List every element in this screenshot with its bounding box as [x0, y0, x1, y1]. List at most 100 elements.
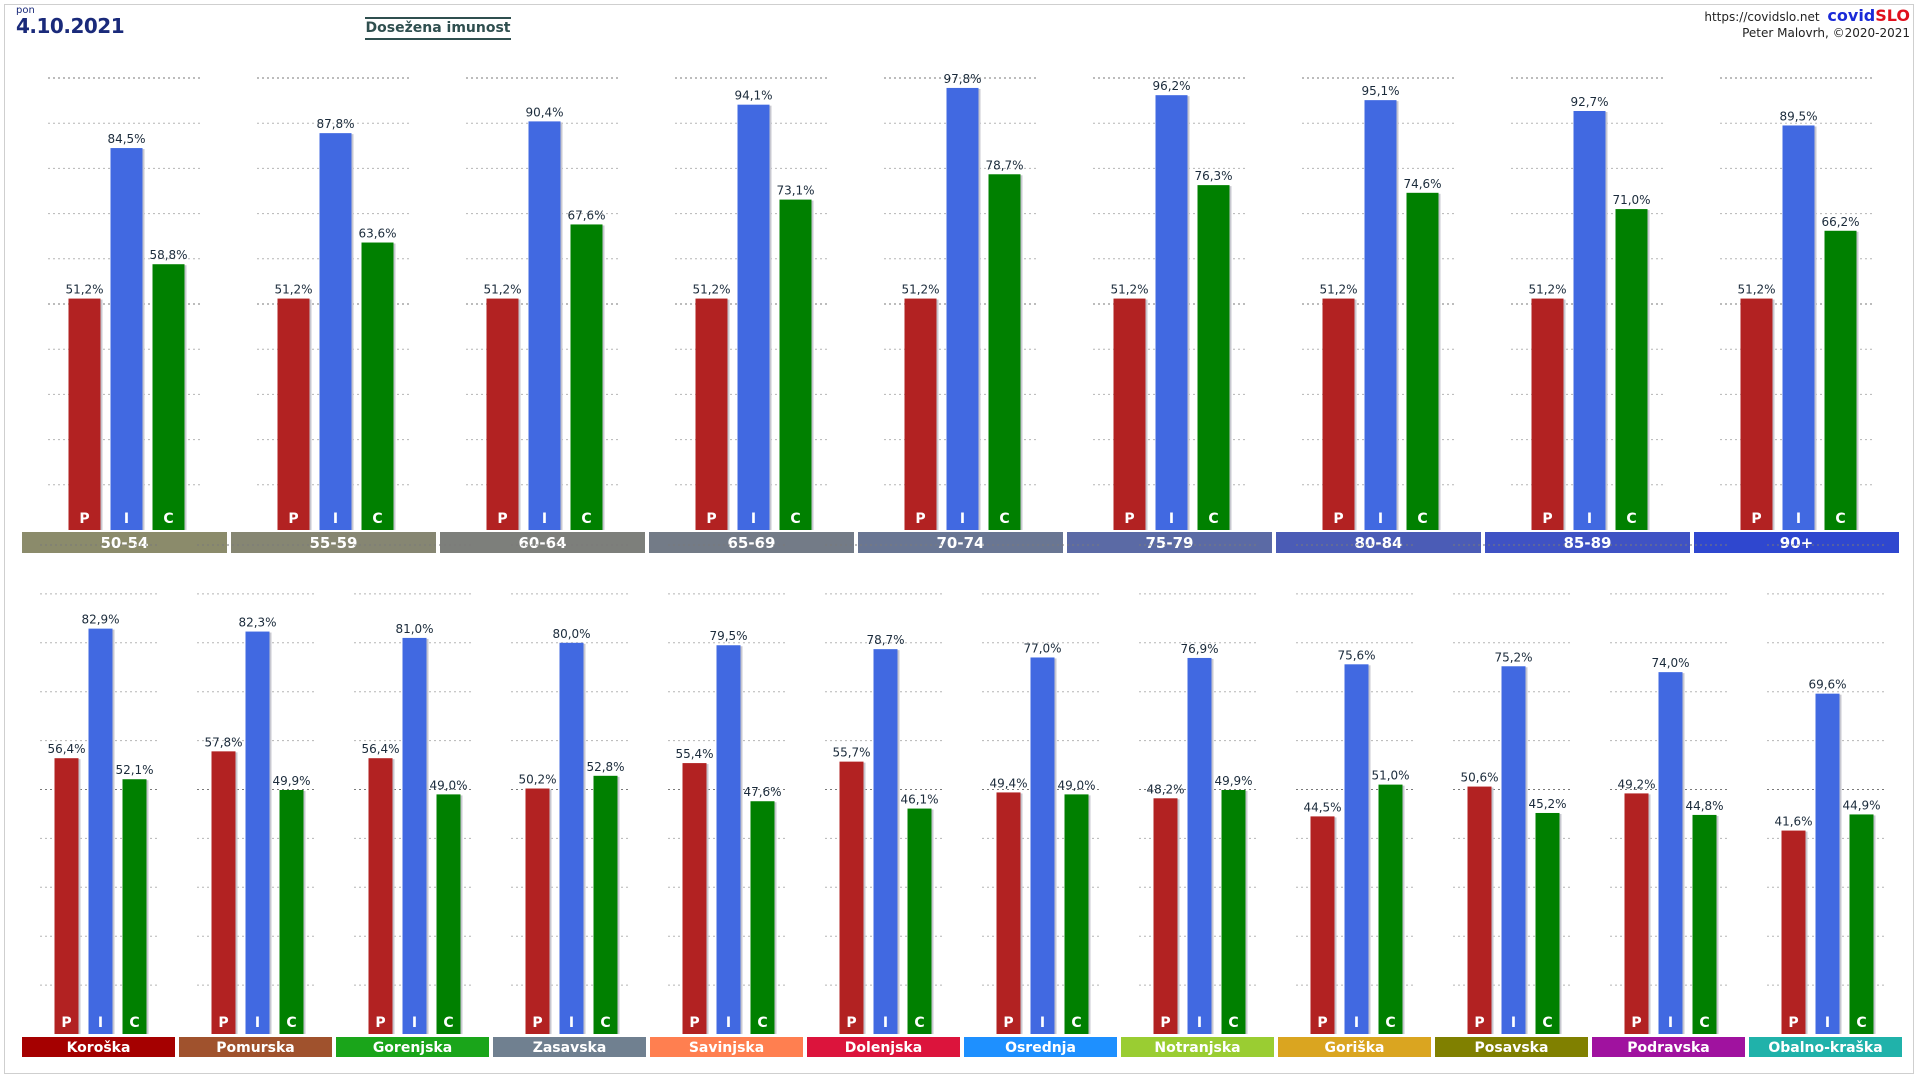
- data-label: 74,0%: [1651, 656, 1689, 670]
- bar-letter: I: [960, 511, 965, 527]
- bar-letter: I: [1825, 1015, 1830, 1031]
- category-label: Pomurska: [216, 1040, 294, 1056]
- data-label: 82,3%: [238, 616, 276, 630]
- data-label: 55,4%: [675, 747, 713, 761]
- bar-P: [277, 298, 310, 530]
- category-group: 56,4% P 82,9% I 52,1% C Koroška: [22, 544, 175, 1057]
- bar-letter: I: [1378, 511, 1383, 527]
- data-label: 57,8%: [204, 735, 242, 749]
- bar-letter: P: [1788, 1015, 1798, 1031]
- data-label: 50,2%: [518, 773, 556, 787]
- data-label: 51,2%: [274, 283, 312, 297]
- bar-P: [1624, 793, 1649, 1034]
- bar-P: [682, 763, 707, 1034]
- bar-letter: C: [129, 1015, 139, 1031]
- bar-letter: C: [581, 511, 591, 527]
- category-label-box: [231, 532, 436, 553]
- bar-P: [211, 751, 236, 1034]
- source-url[interactable]: https://covidslo.net: [1704, 10, 1820, 24]
- category-group: 41,6% P 69,6% I 44,9% C Obalno-kraška: [1749, 544, 1902, 1057]
- category-label: Goriška: [1325, 1040, 1385, 1056]
- data-label: 78,7%: [985, 158, 1023, 172]
- bar-letter: C: [1417, 511, 1427, 527]
- data-label: 49,9%: [272, 774, 310, 788]
- data-label: 71,0%: [1612, 193, 1650, 207]
- bar-letter: I: [1587, 511, 1592, 527]
- data-label: 76,9%: [1180, 642, 1218, 656]
- category-label-box: [1694, 532, 1899, 553]
- bar-letter: P: [1160, 1015, 1170, 1031]
- bar-letter: P: [915, 511, 925, 527]
- category-label: Dolenjska: [845, 1040, 922, 1056]
- category-group: 55,4% P 79,5% I 47,6% C Savinjska: [650, 544, 803, 1057]
- data-label: 78,7%: [866, 633, 904, 647]
- data-label: 75,6%: [1337, 648, 1375, 662]
- category-group: 51,2% P 94,1% I 73,1% C 65-69: [649, 77, 854, 553]
- category-label-box: [179, 1037, 332, 1057]
- bar-letter: I: [333, 511, 338, 527]
- bar-C: [1535, 812, 1560, 1034]
- data-label: 97,8%: [943, 72, 981, 86]
- bar-letter: C: [1626, 511, 1636, 527]
- category-group: 50,2% P 80,0% I 52,8% C Zasavska: [493, 544, 646, 1057]
- bar-letter: I: [569, 1015, 574, 1031]
- data-label: 51,0%: [1371, 769, 1409, 783]
- bar-letter: C: [1385, 1015, 1395, 1031]
- bar-letter: C: [1835, 511, 1845, 527]
- data-label: 56,4%: [47, 742, 85, 756]
- day-label: pon: [16, 5, 35, 16]
- bar-I: [88, 628, 113, 1034]
- bar-P: [996, 792, 1021, 1034]
- bar-C: [1615, 209, 1648, 530]
- data-label: 51,2%: [1737, 283, 1775, 297]
- data-label: 96,2%: [1152, 79, 1190, 93]
- bar-I: [737, 104, 770, 530]
- category-label: 85-89: [1564, 534, 1612, 552]
- category-label-box: [22, 1037, 175, 1057]
- source-line: https://covidslo.net covidSLO: [1704, 6, 1910, 25]
- category-group: 50,6% P 75,2% I 45,2% C Posavska: [1435, 544, 1588, 1057]
- bar-C: [122, 779, 147, 1034]
- category-group: 51,2% P 97,8% I 78,7% C 70-74: [858, 72, 1063, 553]
- data-label: 48,2%: [1146, 782, 1184, 796]
- bar-letter: C: [1228, 1015, 1238, 1031]
- bar-letter: I: [1197, 1015, 1202, 1031]
- bar-letter: I: [1511, 1015, 1516, 1031]
- data-label: 52,1%: [115, 763, 153, 777]
- bar-C: [1849, 814, 1874, 1034]
- category-label: 60-64: [519, 534, 567, 552]
- category-group: 49,2% P 74,0% I 44,8% C Podravska: [1592, 544, 1745, 1057]
- bar-I: [110, 148, 143, 530]
- bar-letter: P: [1631, 1015, 1641, 1031]
- data-label: 49,2%: [1617, 777, 1655, 791]
- bar-letter: P: [706, 511, 716, 527]
- bar-I: [1187, 657, 1212, 1034]
- bar-P: [1781, 830, 1806, 1034]
- data-label: 51,2%: [692, 283, 730, 297]
- bar-letter: I: [124, 511, 129, 527]
- bar-I: [528, 121, 561, 530]
- category-label: 70-74: [937, 534, 985, 552]
- data-label: 52,8%: [586, 760, 624, 774]
- bar-C: [988, 174, 1021, 530]
- bar-letter: P: [1333, 511, 1343, 527]
- bar-letter: I: [883, 1015, 888, 1031]
- data-label: 51,2%: [65, 283, 103, 297]
- bar-letter: C: [1208, 511, 1218, 527]
- category-label: 80-84: [1355, 534, 1403, 552]
- data-label: 45,2%: [1528, 797, 1566, 811]
- bar-C: [1197, 185, 1230, 530]
- data-label: 51,2%: [1528, 283, 1566, 297]
- category-label: Notranjska: [1154, 1040, 1240, 1056]
- data-label: 89,5%: [1779, 109, 1817, 123]
- data-label: 87,8%: [316, 117, 354, 131]
- bar-letter: P: [1751, 511, 1761, 527]
- bar-letter: I: [1040, 1015, 1045, 1031]
- bar-P: [1322, 298, 1355, 530]
- bar-C: [1692, 814, 1717, 1034]
- bar-P: [695, 298, 728, 530]
- data-label: 73,1%: [776, 184, 814, 198]
- category-group: 49,4% P 77,0% I 49,0% C Osrednja: [964, 544, 1117, 1057]
- bar-I: [559, 642, 584, 1034]
- bar-P: [839, 761, 864, 1034]
